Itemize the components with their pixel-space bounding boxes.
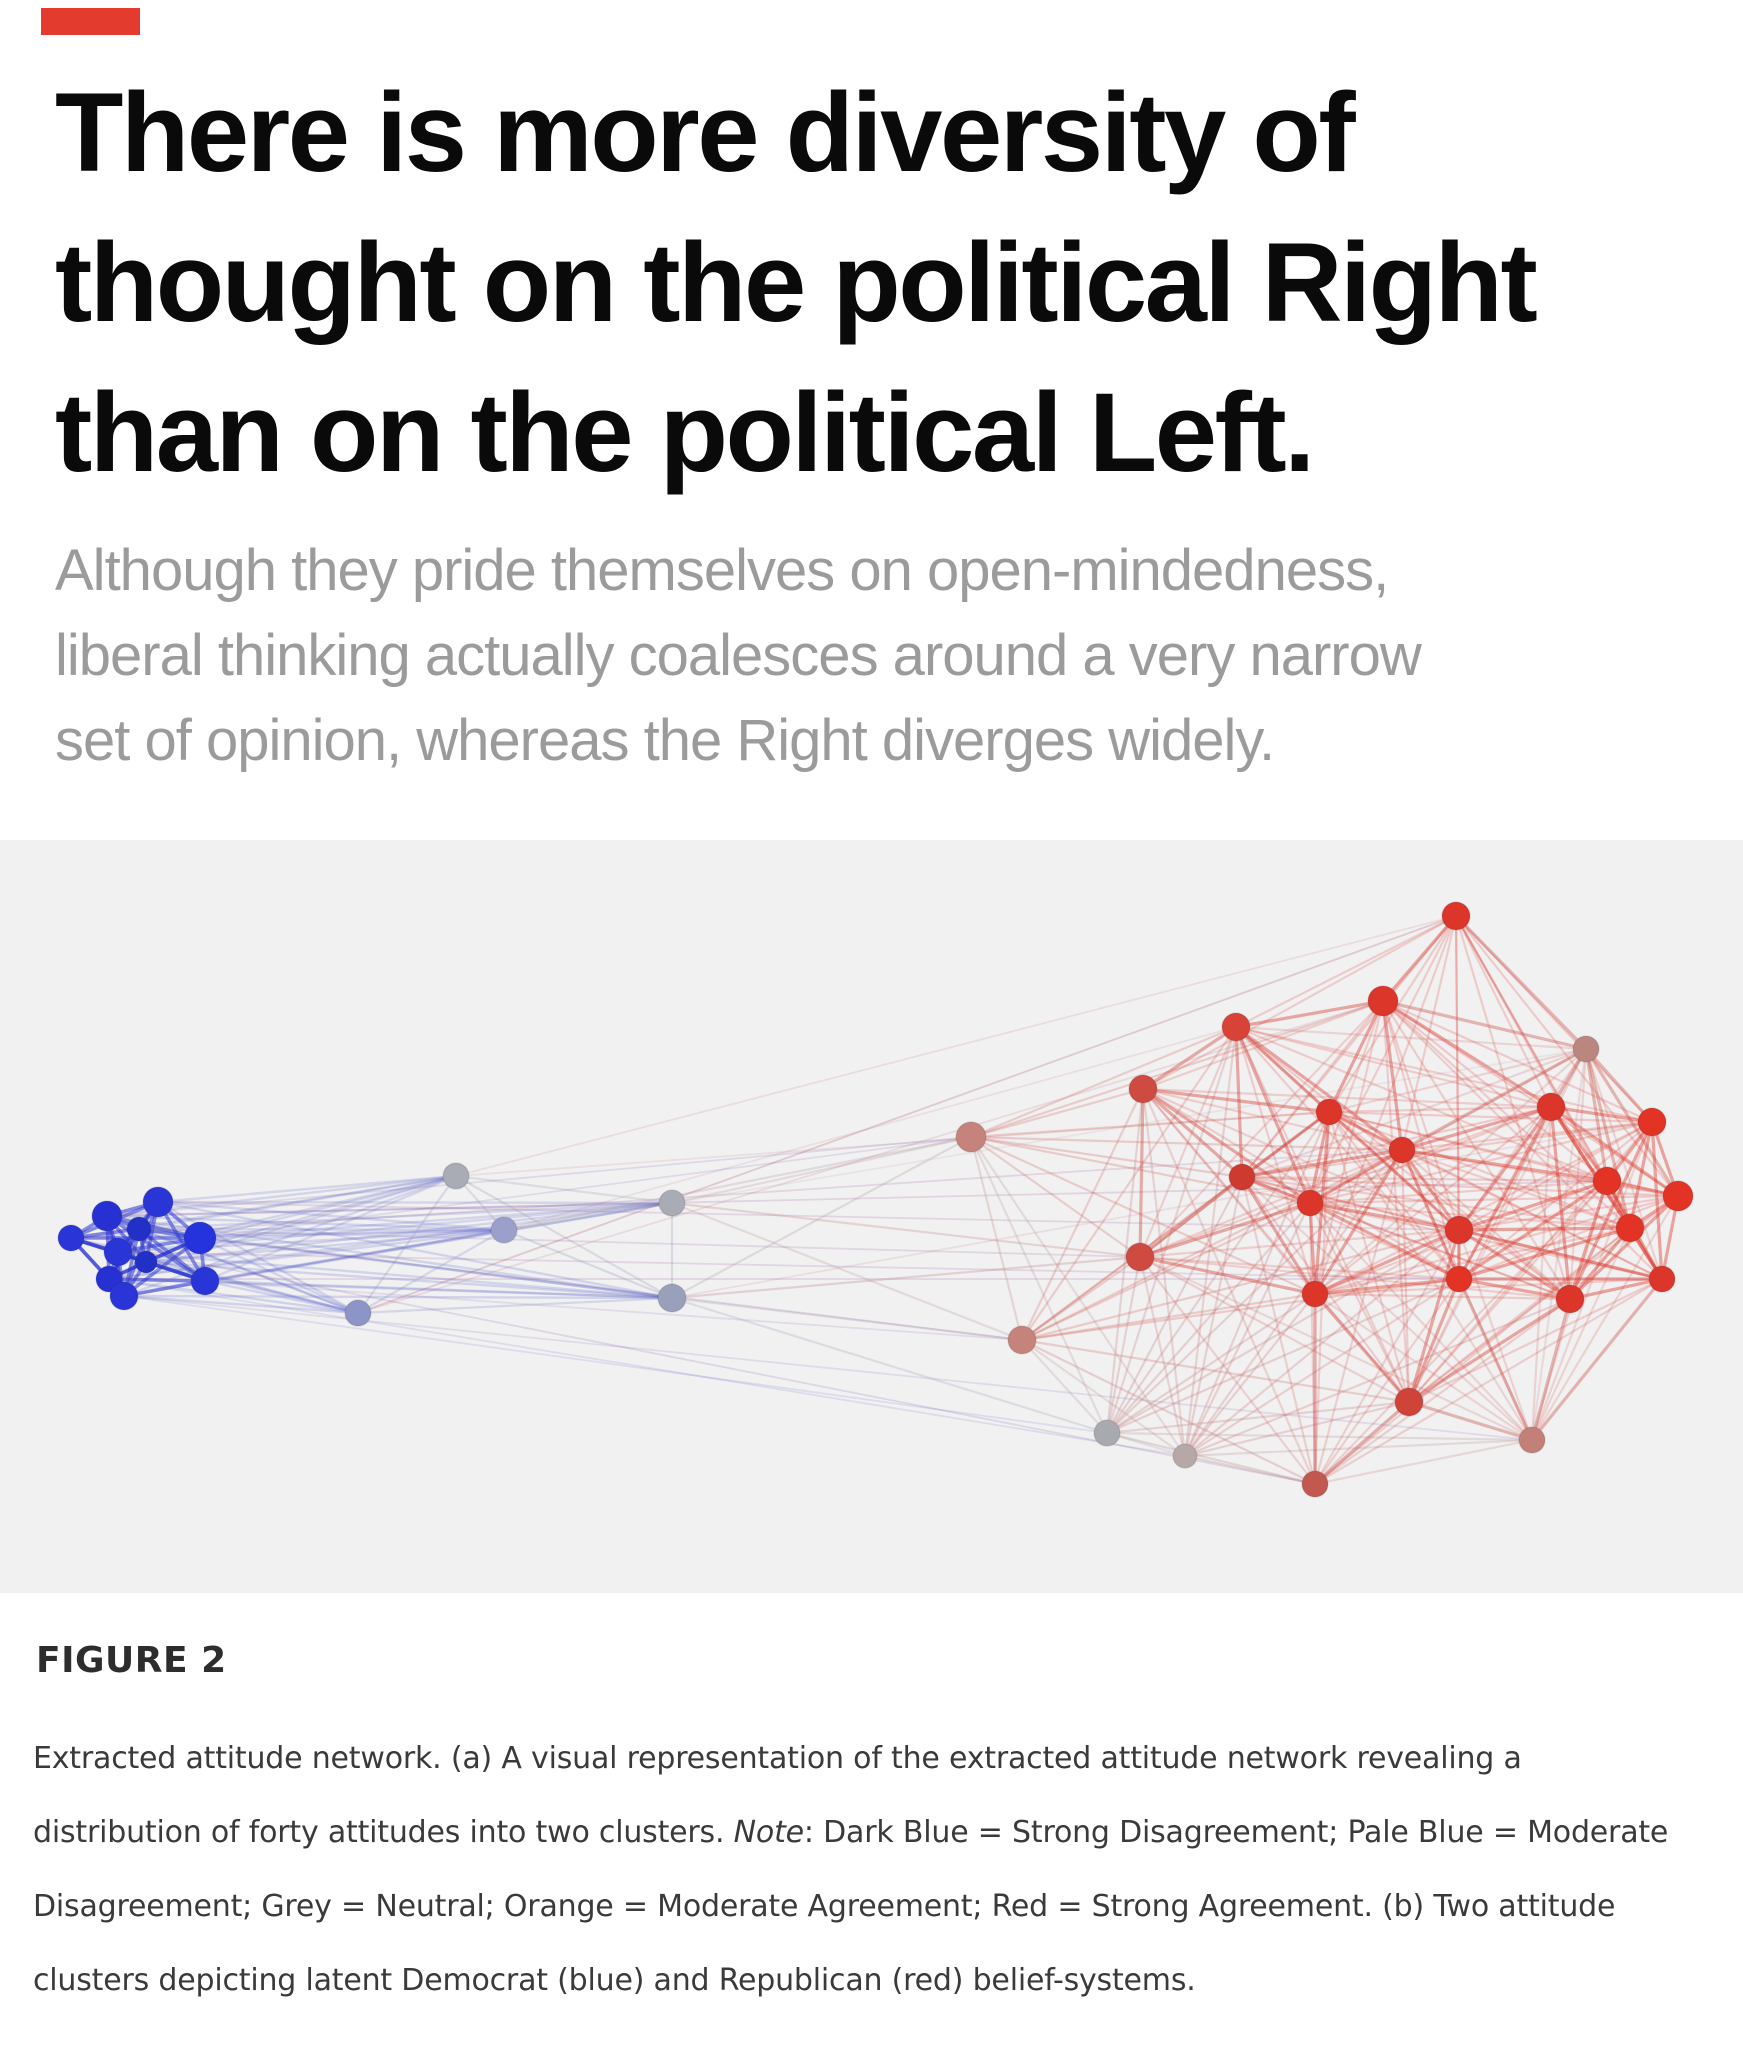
network-node	[490, 1216, 518, 1244]
network-node	[1315, 1098, 1343, 1126]
network-node	[657, 1283, 687, 1313]
network-node	[658, 1189, 686, 1217]
network-node	[442, 1162, 470, 1190]
article-headline: There is more diversity of thought on th…	[55, 70, 1538, 495]
article-subtitle: Although they pride themselves on open-m…	[55, 538, 1422, 773]
caption-text: Disagreement; Grey = Neutral; Orange = M…	[33, 1889, 1616, 1924]
network-node	[1296, 1189, 1324, 1217]
network-nodes	[57, 901, 1694, 1498]
network-node	[126, 1216, 152, 1242]
network-node	[1572, 1035, 1600, 1063]
network-node	[1367, 985, 1399, 1017]
network-node	[1445, 1265, 1473, 1293]
network-node	[1228, 1163, 1256, 1191]
network-node	[1301, 1470, 1329, 1498]
caption-text: Extracted attitude network. (a) A visual…	[33, 1741, 1522, 1776]
network-node	[1007, 1325, 1037, 1355]
network-node	[1536, 1092, 1566, 1122]
network-node	[1172, 1443, 1198, 1469]
caption-line-3: Disagreement; Grey = Neutral; Orange = M…	[33, 1870, 1723, 1944]
caption-text: : Dark Blue = Strong Disagreement; Pale …	[803, 1815, 1669, 1850]
attitude-network-graph	[57, 901, 1694, 1498]
network-node	[1518, 1426, 1546, 1454]
network-node	[1648, 1265, 1676, 1293]
caption-line-2: distribution of forty attitudes into two…	[33, 1796, 1723, 1870]
figure-heading: FIGURE 2	[36, 1640, 227, 1681]
network-node	[955, 1121, 987, 1153]
network-edges	[69, 914, 1680, 1486]
network-node	[1662, 1180, 1694, 1212]
network-node	[103, 1237, 133, 1267]
network-node	[1388, 1136, 1416, 1164]
network-node	[1637, 1107, 1667, 1137]
network-node	[57, 1224, 85, 1252]
network-node	[1592, 1166, 1622, 1196]
network-node	[1444, 1215, 1474, 1245]
network-node	[1125, 1242, 1155, 1272]
caption-line-4: clusters depicting latent Democrat (blue…	[33, 1944, 1723, 2018]
network-node	[183, 1221, 217, 1255]
caption-text: distribution of forty attitudes into two…	[33, 1815, 734, 1850]
network-node	[134, 1250, 158, 1274]
caption-note-word: Note	[733, 1815, 804, 1850]
network-node	[190, 1266, 220, 1296]
network-node	[1093, 1419, 1121, 1447]
network-node	[1301, 1280, 1329, 1308]
network-node	[1555, 1284, 1585, 1314]
figure-panel	[0, 840, 1743, 1593]
network-node	[142, 1186, 174, 1218]
caption-line-1: Extracted attitude network. (a) A visual…	[33, 1722, 1723, 1796]
caption-text: clusters depicting latent Democrat (blue…	[33, 1963, 1196, 1998]
network-node	[109, 1281, 139, 1311]
network-node	[1221, 1012, 1251, 1042]
figure-caption: Extracted attitude network. (a) A visual…	[33, 1722, 1723, 2018]
red-brand-mark	[41, 8, 140, 35]
network-node	[1128, 1074, 1158, 1104]
network-node	[1441, 901, 1471, 931]
network-node	[91, 1200, 123, 1232]
network-node	[1394, 1387, 1424, 1417]
network-node	[1615, 1213, 1645, 1243]
network-node	[344, 1299, 372, 1327]
